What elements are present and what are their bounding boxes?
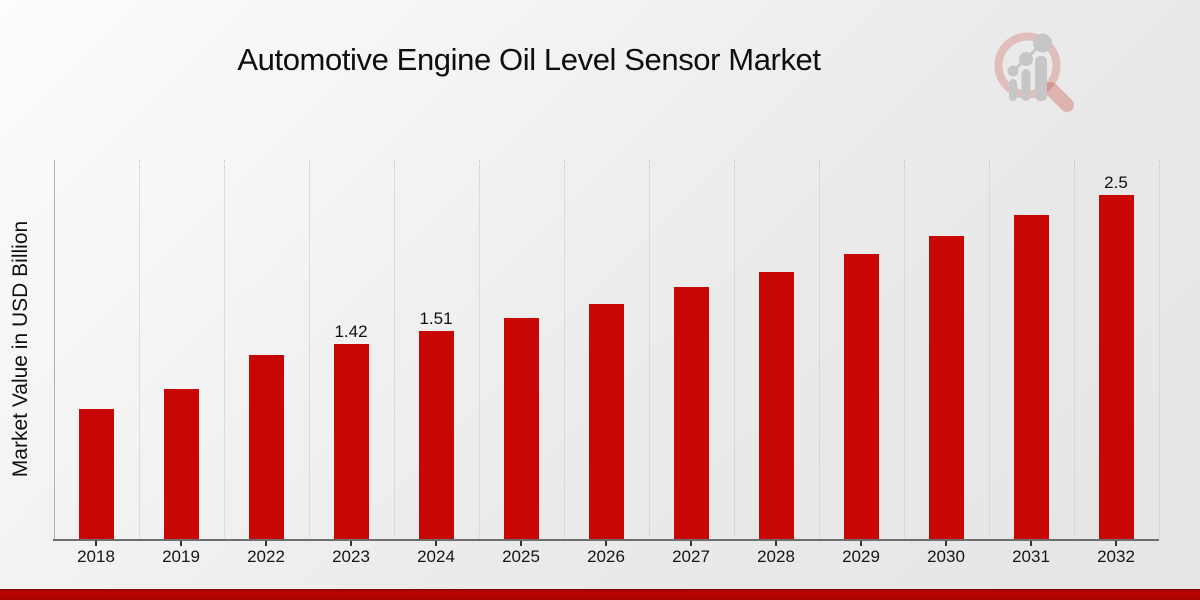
- bar-2022: [248, 354, 284, 540]
- x-axis-tick: [435, 541, 437, 546]
- bar-2028: [758, 271, 794, 540]
- vertical-gridline: [1158, 160, 1160, 540]
- bar-2032: [1098, 194, 1134, 540]
- bar-2018: [78, 408, 114, 540]
- footer-accent-band: [0, 589, 1200, 600]
- x-tick-label-2023: 2023: [332, 547, 370, 566]
- bar-2030: [928, 236, 964, 540]
- x-axis-tick: [95, 541, 97, 546]
- vertical-gridline: [903, 160, 905, 540]
- vertical-gridline: [563, 160, 565, 540]
- x-axis-tick: [1030, 541, 1032, 546]
- bar-2023: [333, 343, 369, 540]
- x-axis-tick: [265, 541, 267, 546]
- x-axis-baseline: [53, 539, 1159, 541]
- bar-2027: [673, 287, 709, 540]
- x-axis-tick: [605, 541, 607, 546]
- x-tick-label-2018: 2018: [77, 547, 115, 566]
- x-axis-tick: [350, 541, 352, 546]
- x-tick-label-2022: 2022: [247, 547, 285, 566]
- bar-2029: [843, 253, 879, 540]
- bar-2025: [503, 317, 539, 540]
- x-axis-tick: [690, 541, 692, 546]
- x-tick-label-2026: 2026: [587, 547, 625, 566]
- x-tick-label-2031: 2031: [1012, 547, 1050, 566]
- vertical-gridline: [648, 160, 650, 540]
- bar-value-label-2023: 1.42: [334, 321, 368, 341]
- vertical-gridline: [478, 160, 480, 540]
- x-axis-tick: [860, 541, 862, 546]
- bar-2031: [1013, 215, 1049, 540]
- x-tick-label-2030: 2030: [927, 547, 965, 566]
- vertical-gridline: [138, 160, 140, 540]
- vertical-gridline: [393, 160, 395, 540]
- x-tick-label-2027: 2027: [672, 547, 710, 566]
- y-axis-spine: [53, 160, 55, 540]
- bar-2019: [163, 389, 199, 540]
- vertical-gridline: [733, 160, 735, 540]
- vertical-gridline: [1073, 160, 1075, 540]
- x-axis-tick: [1115, 541, 1117, 546]
- x-axis-tick: [180, 541, 182, 546]
- x-axis-tick: [775, 541, 777, 546]
- x-axis-tick: [945, 541, 947, 546]
- bar-value-label-2032: 2.5: [1104, 172, 1128, 192]
- vertical-gridline: [223, 160, 225, 540]
- x-axis-tick: [520, 541, 522, 546]
- vertical-gridline: [818, 160, 820, 540]
- bar-2026: [588, 303, 624, 540]
- vertical-gridline: [308, 160, 310, 540]
- bar-value-label-2024: 1.51: [419, 309, 453, 329]
- vertical-gridline: [988, 160, 990, 540]
- page-title: Automotive Engine Oil Level Sensor Marke…: [237, 42, 821, 77]
- x-tick-label-2019: 2019: [162, 547, 200, 566]
- x-tick-label-2024: 2024: [417, 547, 455, 566]
- magnifier-bar-chart-icon: [994, 32, 1074, 112]
- bar-2024: [418, 331, 454, 540]
- x-tick-label-2025: 2025: [502, 547, 540, 566]
- x-tick-label-2029: 2029: [842, 547, 880, 566]
- x-tick-label-2028: 2028: [757, 547, 795, 566]
- x-tick-label-2032: 2032: [1097, 547, 1135, 566]
